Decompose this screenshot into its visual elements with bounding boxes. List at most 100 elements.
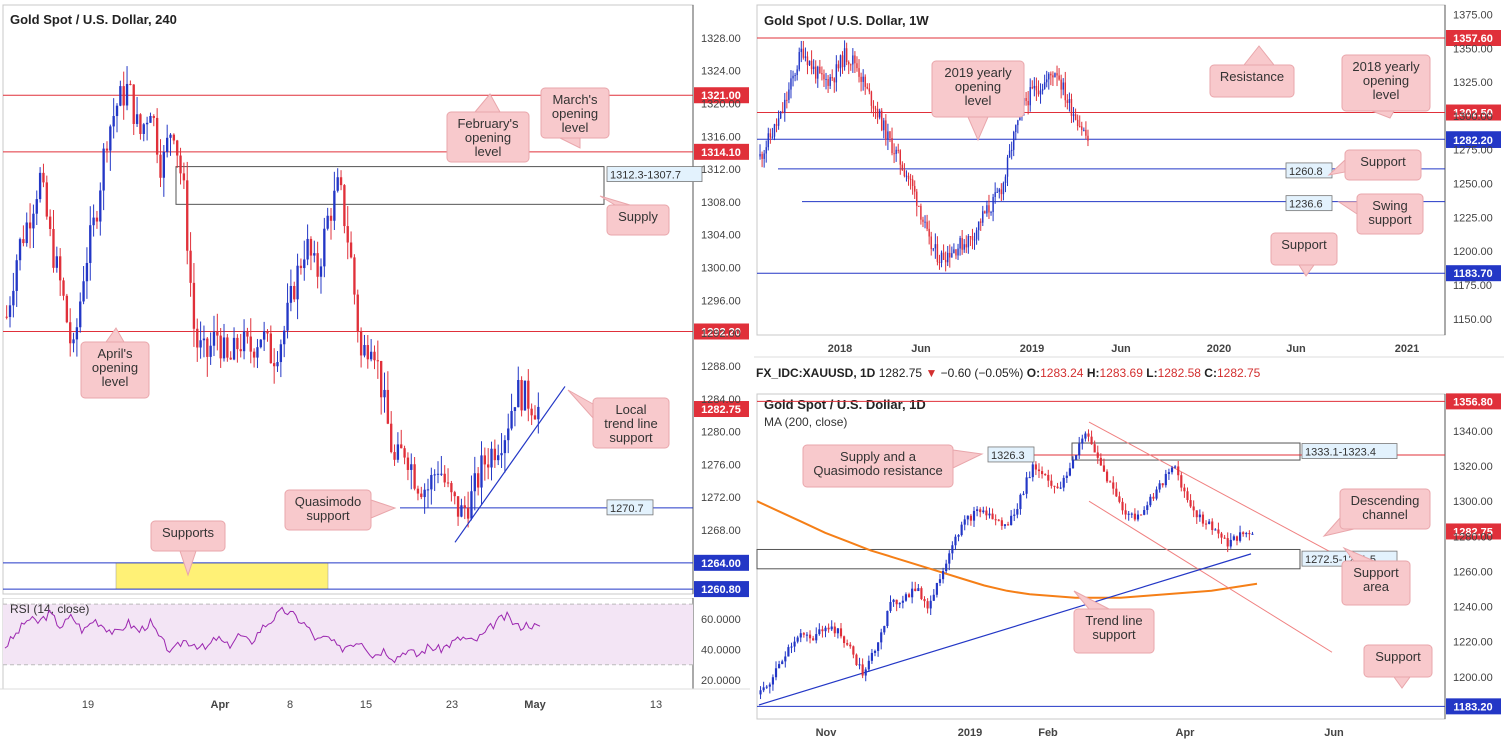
- candle-body: [286, 302, 289, 331]
- channel-upper: [1088, 421, 1335, 555]
- candle-body: [490, 448, 493, 468]
- chart-weekly-panel[interactable]: Gold Spot / U.S. Dollar, 1W 1260.8 1236.6 1…: [754, 0, 1504, 360]
- price-tag: [694, 323, 749, 340]
- candle-body: [1056, 73, 1058, 76]
- candle-body: [1180, 475, 1183, 488]
- candle-body: [959, 238, 961, 249]
- candle-body: [1214, 529, 1217, 531]
- callout-box: [80, 341, 150, 399]
- candle-body: [262, 331, 266, 340]
- candle-body: [898, 602, 901, 605]
- candle-body: [771, 136, 774, 138]
- candle-body: [8, 305, 12, 318]
- candle-body: [1027, 100, 1029, 106]
- candle-body: [1251, 533, 1254, 535]
- candle-body: [821, 73, 823, 75]
- candle-body: [808, 634, 812, 639]
- candle-body: [122, 86, 125, 106]
- candle-body: [1016, 509, 1019, 515]
- price-tag: [1446, 30, 1501, 46]
- y-tick-label: 1280.00: [701, 427, 741, 439]
- candle-body: [226, 337, 229, 358]
- candle-body: [823, 74, 825, 80]
- y-tick-label: 1300.00: [701, 263, 741, 275]
- supply-zone: [1071, 442, 1301, 461]
- candle-body: [833, 626, 836, 634]
- candle-body: [353, 257, 356, 295]
- y-tick-label: 1300.00: [1453, 496, 1493, 508]
- candle-body: [966, 515, 969, 520]
- candle-body: [960, 524, 963, 536]
- candle-body: [893, 153, 895, 155]
- candle-body: [961, 238, 963, 250]
- price-tag: [1446, 265, 1501, 282]
- candle-body: [918, 205, 920, 207]
- candle-body: [936, 244, 939, 262]
- candle-body: [991, 513, 994, 520]
- candle-body: [1076, 119, 1079, 127]
- x-tick-label: 2019: [958, 727, 982, 739]
- rsi-panel[interactable]: RSI (14, close) 60.0000 40.0000 20.0000 19 Ap…: [0, 598, 750, 715]
- candle-body: [336, 177, 339, 191]
- callout-box: [1363, 644, 1433, 678]
- candle-body: [232, 337, 236, 360]
- candle-body: [883, 120, 885, 131]
- zone-label: 1236.6: [1289, 199, 1323, 211]
- candle-body: [905, 175, 908, 177]
- candle-body: [276, 362, 279, 367]
- candle-body: [202, 338, 206, 341]
- candle-body: [979, 509, 982, 513]
- candle-body: [139, 114, 142, 134]
- candle-body: [799, 633, 802, 638]
- candle-body: [986, 205, 988, 214]
- candle-body: [1040, 471, 1044, 475]
- price-tag-label: 1264.00: [701, 558, 741, 570]
- candle-body: [911, 588, 914, 598]
- callout-text: March's: [552, 92, 598, 107]
- y-tick-label: 1200.00: [1453, 246, 1493, 258]
- chart-daily-panel[interactable]: Gold Spot / U.S. Dollar, 1D MA (200, clos…: [754, 388, 1504, 745]
- candle-body: [1174, 466, 1177, 468]
- candle-body: [771, 677, 775, 685]
- candle-body: [527, 380, 530, 409]
- candle-body: [1161, 483, 1164, 486]
- x-tick-label: Nov: [816, 727, 838, 739]
- candle-body: [242, 331, 246, 352]
- candle-body: [998, 189, 1001, 192]
- candle-body: [924, 221, 926, 223]
- candle-body: [303, 259, 306, 269]
- candle-body: [1220, 533, 1223, 538]
- candle-body: [938, 261, 941, 263]
- candle-body: [92, 217, 95, 226]
- candle-body: [510, 410, 513, 429]
- candle-body: [466, 507, 470, 519]
- candle-body: [773, 124, 776, 137]
- x-tick-label: 19: [82, 699, 94, 711]
- candle-body: [781, 661, 784, 665]
- y-tick-label: 1325.00: [1453, 77, 1493, 89]
- candle-body: [765, 147, 767, 154]
- chart-4h-panel[interactable]: Gold Spot / U.S. Dollar, 240 1312.3-1307.…: [0, 0, 750, 598]
- candle-body: [971, 236, 974, 240]
- candle-body: [463, 505, 466, 508]
- candle-body: [774, 668, 778, 678]
- candle-body: [895, 149, 897, 154]
- candle-body: [109, 126, 112, 151]
- candle-body: [349, 242, 353, 258]
- price-tag-label: 1183.70: [1453, 268, 1492, 280]
- candle-body: [972, 510, 976, 521]
- candle-body: [1010, 515, 1013, 526]
- candle-body: [1217, 529, 1220, 534]
- candle-body: [953, 249, 955, 254]
- support-zone: [756, 548, 1301, 570]
- candle-body: [858, 68, 860, 77]
- candle-body: [1081, 438, 1084, 444]
- low-value: 1282.58: [1157, 366, 1201, 380]
- candle-body: [904, 594, 908, 601]
- candle-body: [920, 588, 923, 600]
- candle-body: [889, 131, 891, 138]
- candle-body: [179, 155, 182, 174]
- candle-body: [32, 213, 35, 229]
